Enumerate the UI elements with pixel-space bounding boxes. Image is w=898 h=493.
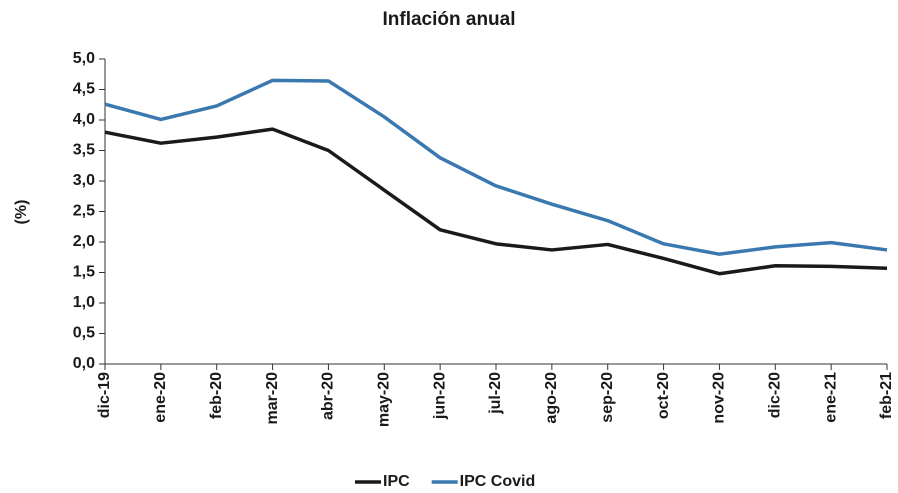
x-tick-label: mar-20 bbox=[264, 372, 281, 425]
y-axis-label: (%) bbox=[13, 200, 30, 225]
y-tick-label: 2,5 bbox=[73, 203, 95, 220]
y-tick-label: 4,5 bbox=[73, 81, 95, 98]
y-tick-label: 1,5 bbox=[73, 264, 95, 281]
x-tick-label: jun-20 bbox=[431, 372, 448, 420]
x-tick-label: ago-20 bbox=[543, 372, 560, 424]
x-tick-label: sep-20 bbox=[599, 372, 616, 423]
y-tick-label: 3,0 bbox=[73, 172, 95, 189]
x-tick-label: dic-19 bbox=[96, 372, 113, 418]
y-tick-label: 0,5 bbox=[73, 325, 95, 342]
x-tick-label: oct-20 bbox=[655, 372, 672, 419]
x-tick-label: ene-21 bbox=[822, 372, 839, 423]
legend-label: IPC bbox=[383, 473, 410, 490]
line-series bbox=[104, 78, 888, 256]
y-tick-label: 1,0 bbox=[73, 294, 95, 311]
y-tick-label: 4,0 bbox=[73, 111, 95, 128]
y-tick-label: 0,0 bbox=[73, 355, 95, 372]
x-tick-label: nov-20 bbox=[711, 372, 728, 424]
y-tick-label: 2,0 bbox=[73, 233, 95, 250]
line-series bbox=[104, 127, 888, 276]
y-tick-label: 5,0 bbox=[73, 50, 95, 67]
x-tick-label: may-20 bbox=[376, 372, 393, 427]
x-tick-label: abr-20 bbox=[320, 372, 337, 420]
y-tick-label: 3,5 bbox=[73, 142, 95, 159]
x-tick-label: feb-21 bbox=[878, 372, 895, 419]
x-tick-label: feb-20 bbox=[208, 372, 225, 419]
x-tick-label: ene-20 bbox=[152, 372, 169, 423]
chart-title: Inflación anual bbox=[382, 9, 515, 30]
x-tick-label: jul-20 bbox=[487, 372, 504, 415]
x-tick-label: dic-20 bbox=[767, 372, 784, 418]
legend-label: IPC Covid bbox=[460, 473, 536, 490]
